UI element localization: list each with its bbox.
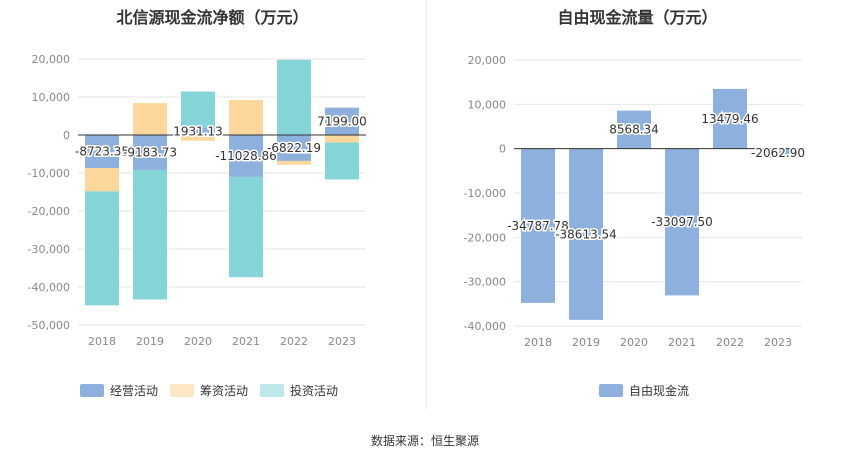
- x-tick-label: 2021: [668, 336, 696, 349]
- y-tick-label: -40,000: [28, 281, 70, 294]
- bar-investing: [85, 191, 119, 306]
- data-label: -9183.73: [123, 145, 177, 159]
- data-label: 1931.13: [173, 124, 223, 138]
- legend-item-financing[interactable]: 筹资活动: [170, 382, 248, 399]
- data-label: -8723.35: [75, 145, 129, 159]
- bar-financing: [325, 135, 359, 143]
- bar-operating: [85, 135, 119, 169]
- x-tick-label: 2020: [184, 335, 212, 348]
- bar-financing: [277, 160, 311, 165]
- data-label: -33097.50: [651, 215, 713, 229]
- bar-free_cash: [713, 88, 747, 149]
- y-tick-label: 0: [499, 143, 506, 156]
- legend-swatch-financing: [170, 384, 195, 397]
- legend-label-operating: 经营活动: [110, 384, 159, 398]
- legend-swatch-investing: [260, 384, 285, 397]
- x-tick-label: 2020: [620, 336, 648, 349]
- bar-operating: [229, 135, 263, 177]
- bar-financing: [133, 103, 167, 135]
- chart-title-net-cash-flow: 北信源现金流净额（万元）: [116, 8, 309, 27]
- x-tick-label: 2018: [88, 335, 116, 348]
- bar-financing: [181, 135, 215, 141]
- legend-item-free-cash[interactable]: 自由现金流: [599, 382, 689, 399]
- x-tick-label: 2022: [280, 335, 308, 348]
- data-label: 13479.46: [701, 112, 758, 126]
- x-tick-label: 2019: [136, 335, 164, 348]
- y-tick-label: 0: [63, 129, 70, 142]
- y-tick-label: -20,000: [464, 231, 506, 244]
- y-tick-label: 20,000: [32, 53, 71, 66]
- legend-free-cash-flow: 自由现金流: [599, 382, 701, 399]
- bar-operating: [133, 135, 167, 170]
- x-tick-label: 2023: [328, 335, 356, 348]
- data-label: -34787.78: [507, 219, 569, 233]
- data-source-note: 数据来源：恒生聚源: [370, 434, 479, 448]
- y-tick-label: -30,000: [464, 276, 506, 289]
- bar-operating: [325, 107, 359, 135]
- bar-free_cash: [665, 148, 699, 296]
- bar-financing: [229, 100, 263, 135]
- bar-investing: [229, 176, 263, 278]
- bar-free_cash: [617, 110, 651, 149]
- x-tick-label: 2022: [716, 336, 744, 349]
- bar-investing: [325, 142, 359, 180]
- x-tick-label: 2018: [524, 336, 552, 349]
- y-tick-label: -20,000: [28, 205, 70, 218]
- bar-investing: [181, 91, 215, 128]
- y-tick-label: -50,000: [28, 319, 70, 332]
- bar-investing: [133, 169, 167, 300]
- legend-swatch-operating: [80, 384, 104, 397]
- y-tick-label: 10,000: [32, 91, 71, 104]
- bar-operating: [181, 127, 215, 135]
- y-tick-label: -30,000: [28, 243, 70, 256]
- legend-item-operating[interactable]: 经营活动: [80, 382, 158, 399]
- data-label: 8568.34: [609, 123, 659, 137]
- x-tick-label: 2019: [572, 336, 600, 349]
- legend-net-cash-flow: 经营活动 筹资活动 投资活动: [80, 382, 350, 399]
- data-label: -2062.90: [751, 146, 805, 160]
- legend-label-investing: 投资活动: [290, 384, 339, 398]
- bar-financing: [85, 168, 119, 192]
- y-tick-label: -10,000: [464, 187, 506, 200]
- panel-divider: [426, 0, 427, 410]
- x-tick-label: 2023: [764, 336, 792, 349]
- y-tick-label: -10,000: [28, 167, 70, 180]
- x-tick-label: 2021: [232, 335, 260, 348]
- bar-investing: [277, 59, 311, 136]
- data-label: -6822.19: [267, 141, 321, 155]
- bar-operating: [277, 135, 311, 161]
- legend-label-financing: 筹资活动: [200, 384, 249, 398]
- y-tick-label: 20,000: [468, 54, 507, 67]
- legend-label-free-cash: 自由现金流: [629, 384, 690, 398]
- chart-title-free-cash-flow: 自由现金流量（万元）: [557, 8, 718, 27]
- legend-swatch-free-cash: [599, 384, 623, 397]
- y-tick-label: 10,000: [468, 98, 507, 111]
- data-label: -11028.86: [215, 149, 277, 163]
- data-label: 7199.00: [317, 114, 367, 128]
- y-tick-label: -40,000: [464, 320, 506, 333]
- bar-free_cash: [521, 148, 555, 303]
- bar-free_cash: [569, 148, 603, 320]
- bar-free_cash: [761, 148, 795, 158]
- data-label: -38613.54: [555, 227, 617, 241]
- legend-item-investing[interactable]: 投资活动: [260, 382, 338, 399]
